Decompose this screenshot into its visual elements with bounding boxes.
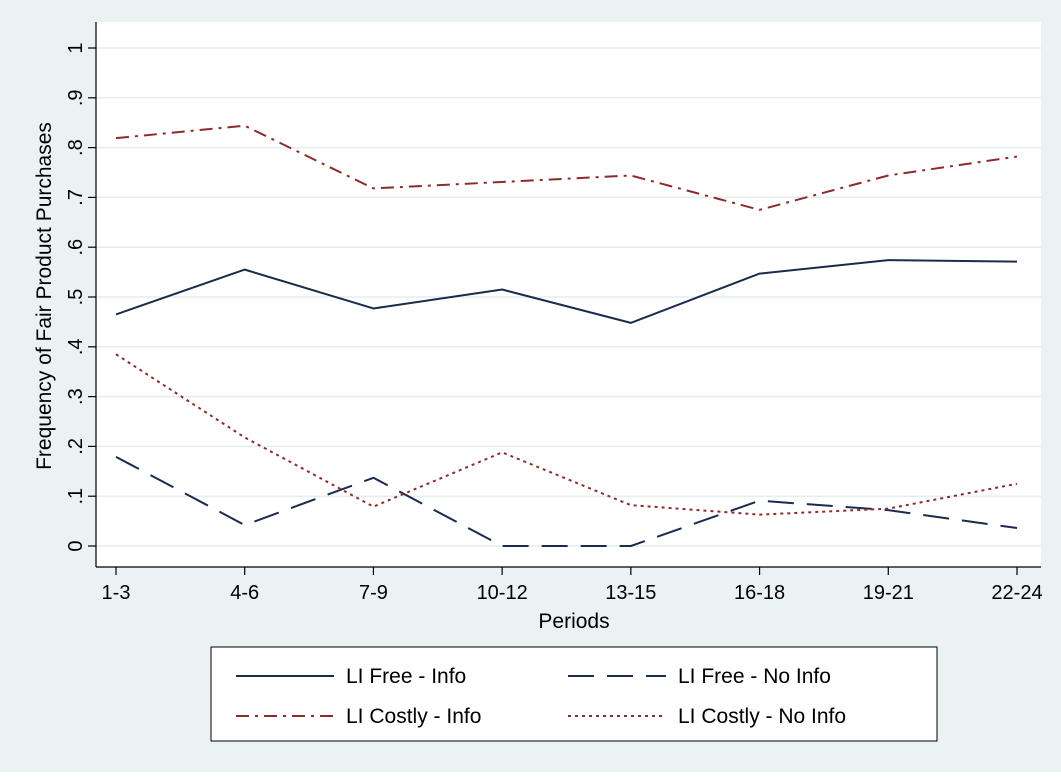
y-tick-label: .9 bbox=[65, 89, 87, 106]
y-axis-label: Frequency of Fair Product Purchases bbox=[33, 122, 56, 470]
x-axis-ticks: 1-3 4-6 7-9 10-12 13-15 16-18 19-21 22-24 bbox=[102, 567, 1043, 604]
y-tick-label: .4 bbox=[65, 338, 87, 355]
x-tick-label: 7-9 bbox=[359, 582, 388, 604]
legend-label: LI Costly - No Info bbox=[678, 705, 846, 728]
y-tick-label: .7 bbox=[65, 189, 87, 206]
y-tick-label: .5 bbox=[65, 289, 87, 306]
legend-box bbox=[210, 646, 938, 742]
y-tick-label: .2 bbox=[65, 438, 87, 455]
legend-label: LI Costly - Info bbox=[346, 705, 481, 728]
y-tick-label: 0 bbox=[65, 540, 87, 551]
series-lines bbox=[115, 124, 1018, 547]
x-tick-label: 19-21 bbox=[863, 582, 914, 604]
series-line bbox=[115, 455, 1018, 547]
series-line bbox=[115, 353, 1018, 516]
y-tick-label: .1 bbox=[65, 488, 87, 505]
y-tick-label: .6 bbox=[65, 239, 87, 256]
y-tick-label: .8 bbox=[65, 139, 87, 156]
x-tick-label: 13-15 bbox=[605, 582, 656, 604]
x-axis-label: Periods bbox=[538, 610, 609, 633]
x-tick-label: 1-3 bbox=[102, 582, 131, 604]
legend-label: LI Free - Info bbox=[346, 665, 466, 688]
gridlines bbox=[96, 47, 1041, 547]
x-tick-label: 22-24 bbox=[991, 582, 1042, 604]
plot-area bbox=[96, 22, 1041, 567]
axes bbox=[95, 22, 1041, 568]
legend: LI Free - Info LI Free - No Info LI Costly… bbox=[210, 646, 938, 742]
y-tick-label: 1 bbox=[65, 42, 87, 53]
series-line bbox=[115, 259, 1018, 324]
y-tick-label: .3 bbox=[65, 388, 87, 405]
legend-label: LI Free - No Info bbox=[678, 665, 831, 688]
y-axis-ticks: 0 .1 .2 .3 .4 .5 .6 .7 .8 .9 1 bbox=[65, 42, 96, 552]
x-tick-label: 16-18 bbox=[734, 582, 785, 604]
x-tick-label: 4-6 bbox=[230, 582, 259, 604]
x-tick-label: 10-12 bbox=[477, 582, 528, 604]
